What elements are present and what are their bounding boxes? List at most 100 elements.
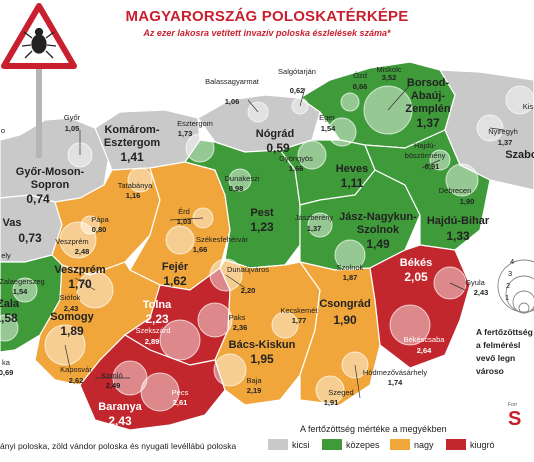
city-value: 1,66 [289, 164, 304, 173]
county-value: 1,49 [366, 237, 390, 251]
side-note-line: városo [476, 366, 504, 376]
city-name: Gyula [465, 278, 485, 287]
county-name: Hajdú-Bihar [427, 215, 490, 227]
bubble-ozd [340, 92, 360, 112]
county-labels: Győr-Moson- Sopron 0,74 Komárom- Eszterg… [0, 77, 534, 428]
city-name: Komló [101, 371, 122, 380]
bubble-kecskemet [271, 311, 299, 339]
city-name: Paks [229, 313, 246, 322]
bubble-scale-3: 3 [508, 269, 512, 278]
county-name: Veszprém [54, 264, 106, 276]
city-name: Gyöngyös [279, 154, 313, 163]
bubble-zalaegerszeg [12, 277, 38, 303]
legend-title: A fertőzöttség mértéke a megyékben [300, 424, 447, 434]
city-name: Miskolc [376, 65, 401, 74]
map-title: MAGYARORSZÁG POLOSKATÉRKÉPE [125, 8, 409, 25]
source-label: Forr [508, 402, 518, 408]
city-value: 1,77 [292, 316, 307, 325]
county-name: Somogy [50, 311, 94, 323]
city-name: Nyiregyh [488, 127, 518, 136]
county-value: 1,90 [333, 313, 357, 327]
bubble-szekesfehervar [165, 225, 195, 255]
bubble-szolnok [334, 239, 366, 271]
city-value: 1,37 [498, 138, 513, 147]
county-value: 2,23 [145, 312, 169, 326]
county-name: Győr-Moson- [16, 166, 85, 178]
bubble-scale-2: 2 [506, 281, 510, 290]
city-name: Pécs [172, 388, 189, 397]
city-value: 0,91 [425, 162, 440, 171]
legend-swatch [322, 439, 342, 450]
county-name: Borsod- [407, 77, 450, 89]
city-name: ka [2, 358, 11, 367]
county-name: Abaúj- [411, 90, 446, 102]
city-value: 2,19 [247, 386, 262, 395]
city-value: 1,16 [126, 191, 141, 200]
city-name: ely [1, 251, 11, 260]
city-name: böszörmény [405, 151, 446, 160]
city-value: 3,52 [382, 73, 397, 82]
city-value: 2,43 [64, 304, 79, 313]
brand-logo: S [508, 408, 522, 430]
city-name: Hódmezővásárhely [363, 368, 427, 377]
county-value: 1,89 [60, 324, 84, 338]
city-value: 2,49 [106, 381, 121, 390]
county-name: Nógrád [256, 128, 295, 140]
city-value: 2,89 [145, 337, 160, 346]
county-value: 1,11 [341, 176, 364, 190]
county-name: Heves [336, 163, 368, 175]
city-name: Szeged [328, 388, 353, 397]
county-hajdu [364, 129, 491, 251]
city-name: Dunaújváros [227, 265, 269, 274]
legend-label: közepes [346, 439, 380, 450]
county-value: 1,95 [250, 352, 274, 366]
county-value: 1,62 [163, 274, 187, 288]
county-value: 2,05 [404, 270, 428, 284]
city-value: 1,37 [307, 224, 322, 233]
city-value: 1,91 [324, 398, 339, 407]
city-name: Kis [523, 102, 534, 111]
county-name: Bács-Kiskun [229, 339, 296, 351]
county-name: Békés [400, 257, 432, 269]
legend-swatch [268, 439, 288, 450]
side-note: A fertőzöttség a felmérésl vevő legn vár… [476, 326, 533, 378]
county-bekes [369, 244, 471, 369]
bubble-gyongyos [297, 140, 327, 170]
city-value: 0,62 [290, 86, 305, 95]
legend-item-kozepes: közepes [322, 439, 380, 450]
city-name: Szekszárd [135, 326, 170, 335]
county-value: 1,70 [68, 277, 92, 291]
legend-label: nagy [414, 439, 434, 450]
county-name: Komárom- [104, 124, 159, 136]
city-name: Békéscsaba [404, 335, 446, 344]
bug-icon [21, 27, 57, 59]
city-value: 1,66 [193, 245, 208, 254]
city-name: Dunakeszi [224, 174, 259, 183]
city-value: 2,61 [173, 398, 188, 407]
county-value: 1,33 [446, 229, 470, 243]
county-shapes [0, 61, 534, 431]
county-csongrad [298, 261, 381, 406]
city-name: Pápa [91, 215, 109, 224]
city-name: Kecskemét [280, 306, 318, 315]
bubble-size-legend [497, 259, 534, 314]
county-name: Szolnok [357, 224, 400, 236]
county-jasz [299, 169, 421, 271]
footnote: ányi poloska, zöld vándor poloska és nyu… [0, 441, 237, 451]
city-name: Veszprém [55, 237, 88, 246]
county-name: Jász-Nagykun- [339, 211, 417, 223]
city-value: 1,90 [460, 197, 475, 206]
bubble-debrecen [445, 163, 479, 197]
bubble-left-edge [0, 314, 19, 342]
county-name: Zala [0, 298, 20, 310]
city-labels: Balassagyarmat 1,06 Salgótarján 0,62 Ózd… [0, 65, 533, 407]
county-value: 1,58 [0, 311, 18, 325]
city-value: 2,62 [69, 376, 84, 385]
county-name: Csongrád [319, 298, 370, 310]
bubble-paks [197, 302, 233, 338]
legend-item-nagy: nagy [390, 439, 434, 450]
warning-sign-icon [1, 3, 77, 158]
city-name: Baja [246, 376, 262, 385]
county-value: 0,74 [26, 192, 50, 206]
